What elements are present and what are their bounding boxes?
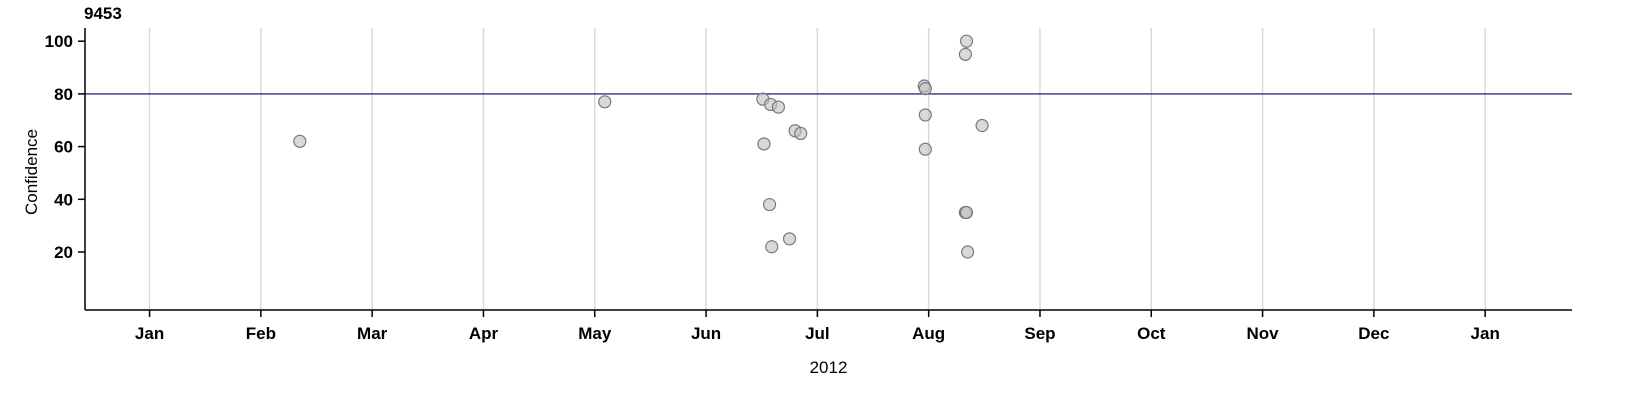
scatter-point: [794, 126, 808, 141]
x-tick-label: Jan: [1471, 324, 1500, 343]
x-axis-label: 2012: [809, 358, 848, 377]
scatter-point: [765, 240, 779, 254]
y-tick-label: 60: [54, 138, 73, 157]
x-tick-label: Mar: [357, 324, 388, 343]
x-tick-label: Jun: [691, 324, 721, 343]
y-tick-label: 80: [54, 85, 73, 104]
scatter-point: [762, 197, 777, 212]
x-tick-label: Dec: [1358, 324, 1389, 343]
x-tick-label: Jul: [805, 324, 830, 343]
scatter-point: [293, 134, 307, 148]
y-tick-label: 20: [54, 243, 73, 262]
chart-title: 9453: [84, 4, 122, 23]
scatter-point: [975, 118, 989, 133]
scatter-point: [918, 108, 932, 122]
scatter-point: [959, 205, 974, 220]
scatter-point: [918, 142, 932, 156]
x-tick-label: Feb: [246, 324, 276, 343]
scatter-point: [771, 100, 786, 114]
x-tick-label: Aug: [912, 324, 945, 343]
y-tick-label: 40: [54, 190, 73, 209]
x-tick-label: Oct: [1137, 324, 1166, 343]
scatter-point: [757, 137, 771, 151]
plot-panel-background: [85, 28, 1572, 310]
scatter-point: [961, 245, 975, 259]
y-tick-label: 100: [45, 32, 73, 51]
x-tick-label: Jan: [135, 324, 164, 343]
scatter-point: [959, 34, 974, 48]
scatter-point: [958, 47, 973, 61]
x-tick-label: Nov: [1247, 324, 1280, 343]
scatter-point: [598, 95, 612, 109]
x-tick-label: Apr: [469, 324, 499, 343]
x-tick-label: May: [578, 324, 612, 343]
scatter-point: [782, 232, 797, 246]
scatter-point: [918, 82, 932, 96]
x-tick-label: Sep: [1024, 324, 1055, 343]
